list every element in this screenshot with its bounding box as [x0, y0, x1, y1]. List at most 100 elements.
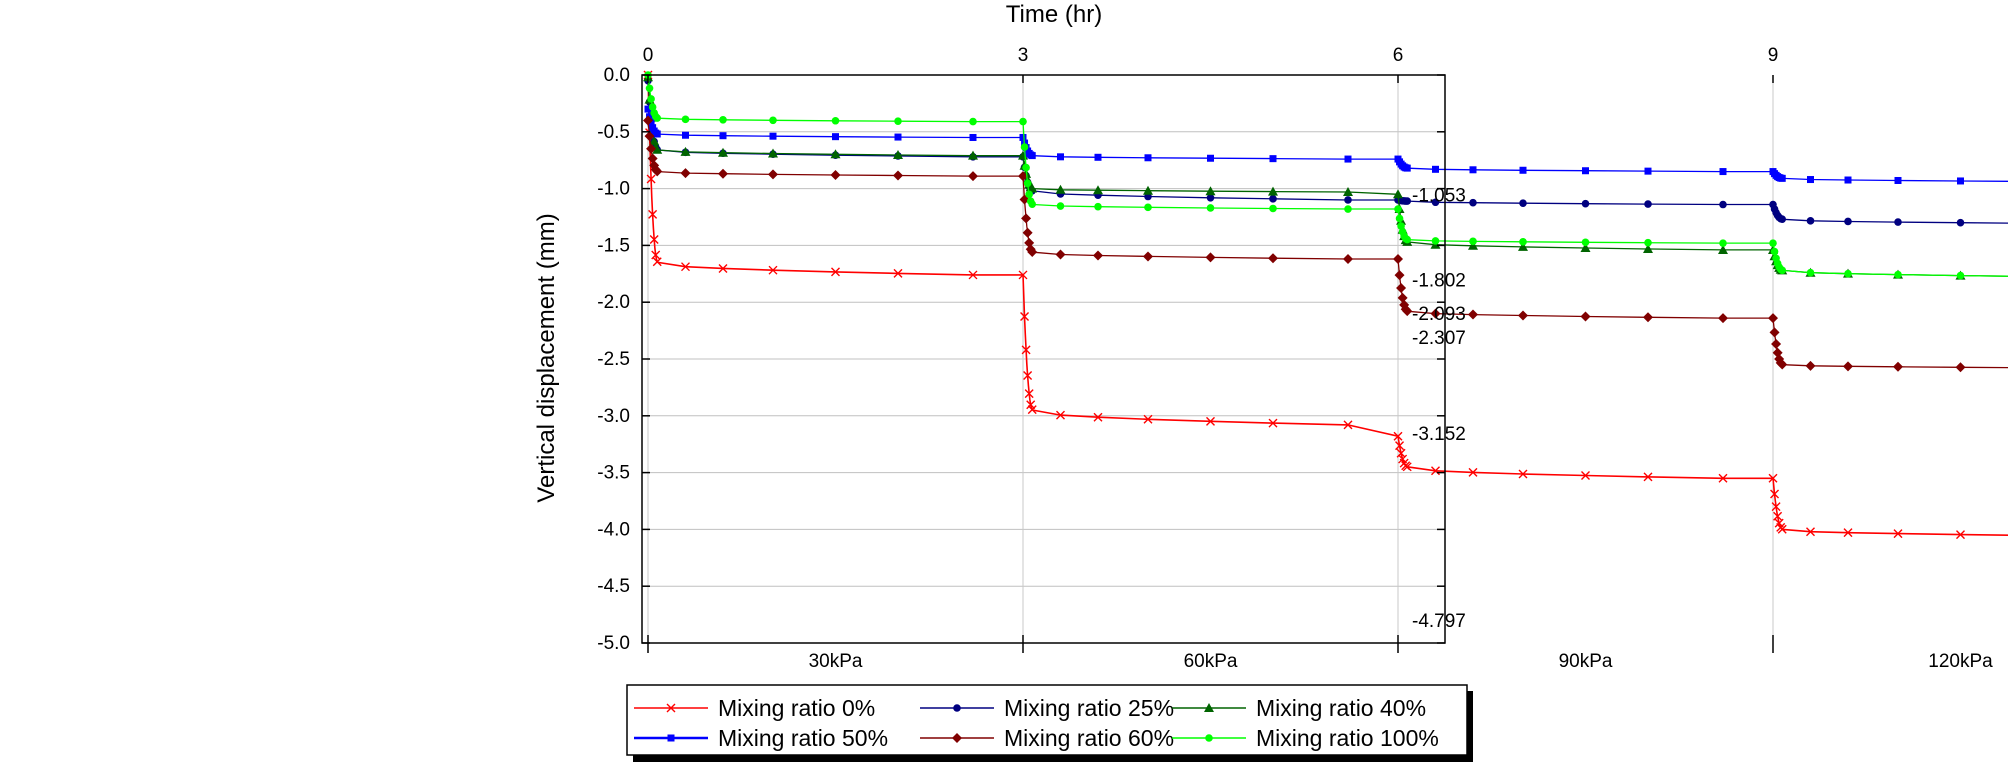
load-stage-label: 60kPa [1184, 651, 1238, 672]
data-point [1581, 471, 1590, 481]
data-point [1518, 310, 1528, 321]
data-point [718, 168, 728, 179]
data-point [968, 150, 978, 160]
x-tick-label: 6 [1393, 45, 1404, 66]
data-point [1402, 306, 1413, 317]
data-point [1022, 227, 1033, 238]
data-point [1397, 222, 1405, 230]
data-point [719, 132, 727, 140]
axes: 03691215180.0-0.5-1.0-1.5-2.0-2.5-3.0-3.… [597, 45, 1993, 672]
data-point [1719, 200, 1727, 209]
data-point [831, 116, 840, 125]
data-point [1028, 152, 1036, 160]
data-point [768, 265, 778, 275]
data-point [969, 117, 977, 126]
y-tick-label: -4.0 [597, 519, 630, 540]
data-point [1269, 204, 1277, 213]
data-point [1397, 292, 1408, 303]
data-point [1777, 359, 1788, 370]
y-tick-label: -1.5 [597, 235, 630, 256]
data-point [1643, 243, 1653, 253]
data-point [681, 115, 690, 124]
legend-item: Mixing ratio 0% [634, 695, 875, 721]
data-point [1057, 153, 1064, 161]
data-point [1431, 198, 1440, 207]
data-point [1718, 313, 1728, 324]
legend-label: Mixing ratio 0% [718, 695, 875, 721]
data-point [969, 133, 977, 141]
data-point [1581, 199, 1590, 208]
data-point [1395, 214, 1404, 223]
data-point [1778, 174, 1786, 182]
series-line [647, 77, 2008, 277]
data-point [1469, 237, 1477, 246]
data-point [1395, 441, 1405, 451]
data-point [1143, 414, 1153, 424]
data-point [652, 257, 662, 267]
data-point [1024, 389, 1034, 399]
data-point [1396, 448, 1406, 458]
data-point [1206, 416, 1215, 426]
data-point [1018, 270, 1028, 280]
data-point [893, 170, 903, 181]
series-mixing-ratio-50pct [644, 105, 2008, 185]
data-point [1056, 410, 1065, 420]
data-point [1402, 462, 1412, 472]
data-point [830, 149, 841, 159]
series-line [647, 74, 2008, 277]
data-point [1768, 473, 1778, 483]
data-point [1778, 266, 1787, 275]
series-mixing-ratio-60pct [643, 115, 2008, 373]
data-point [645, 84, 654, 93]
legend-item: Mixing ratio 60% [920, 725, 1174, 751]
data-point [1343, 420, 1353, 430]
data-point [1143, 251, 1153, 262]
data-point [1719, 239, 1727, 247]
data-point [1205, 252, 1216, 263]
y-tick-label: -3.5 [597, 463, 630, 484]
series-line [647, 120, 2008, 369]
data-point [1643, 472, 1653, 482]
legend-item: Mixing ratio 40% [1172, 695, 1426, 721]
data-point [1093, 185, 1103, 195]
data-point [649, 235, 659, 245]
data-point [1143, 185, 1153, 195]
data-point [1894, 270, 1902, 279]
data-point [1027, 405, 1037, 415]
data-point [1806, 527, 1815, 537]
data-point [1643, 312, 1653, 323]
data-point [1718, 244, 1728, 254]
data-point [1403, 235, 1412, 244]
series-mixing-ratio-25pct [644, 76, 2008, 227]
data-point [1027, 183, 1038, 193]
data-point [1344, 205, 1352, 213]
y-tick-label: -2.5 [597, 349, 630, 370]
data-point [1344, 196, 1352, 204]
data-point [1018, 171, 1028, 182]
data-point [1144, 154, 1152, 162]
load-stage-label: 90kPa [1559, 651, 1613, 672]
data-point [1431, 237, 1440, 245]
data-point [644, 131, 655, 142]
data-point [1056, 202, 1065, 210]
data-point [1144, 203, 1152, 212]
series-line [647, 108, 2008, 182]
data-point [1773, 511, 1783, 521]
data-point [1778, 215, 1787, 224]
data-point [1022, 163, 1030, 172]
data-point [1028, 200, 1037, 209]
data-point [830, 170, 841, 181]
data-point [648, 103, 657, 111]
y-tick-label: -2.0 [597, 292, 630, 313]
data-point [1206, 204, 1215, 212]
data-point [653, 114, 662, 122]
data-point [1055, 249, 1066, 260]
data-point [681, 262, 690, 272]
data-point [1893, 361, 1903, 372]
y-tick-label: -3.0 [597, 406, 630, 427]
data-point [1843, 361, 1853, 372]
series-mixing-ratio-0pct [643, 70, 2008, 540]
data-point [1026, 400, 1036, 410]
legend-swatch-marker [1204, 703, 1214, 712]
legend-label: Mixing ratio 50% [718, 725, 888, 751]
